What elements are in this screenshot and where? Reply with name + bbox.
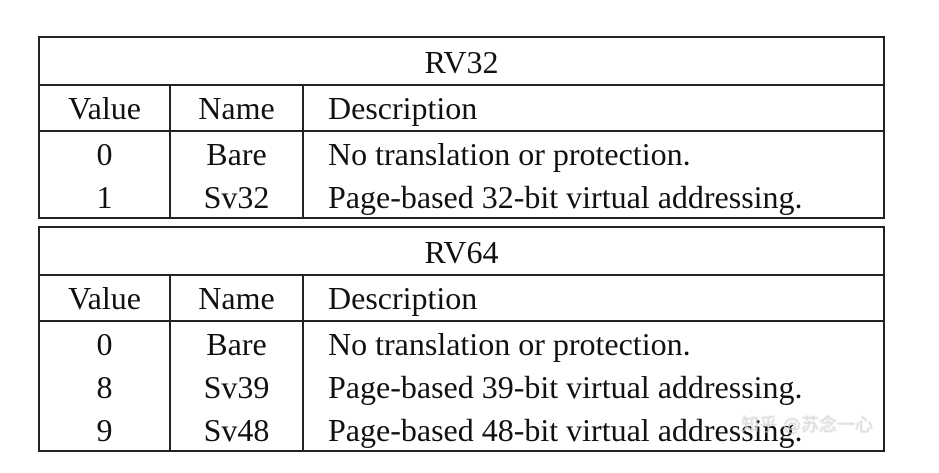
column-header-description: Description [303, 85, 883, 132]
mode-name: Sv39 [170, 365, 304, 408]
mode-description: Page-based 32-bit virtual addressing. [328, 178, 803, 215]
mode-value: 9 [40, 408, 171, 451]
column-header-name: Name [170, 85, 304, 132]
mode-name: Bare [170, 321, 304, 365]
column-header-value: Value [40, 85, 171, 132]
mode-description: No translation or protection. [328, 325, 691, 362]
mode-description: Page-based 39-bit virtual addressing. [328, 368, 803, 405]
mode-description: No translation or protection. [328, 135, 691, 172]
rv64-mode-table: RV64 Value Name Description 0 Bare No tr… [38, 226, 885, 452]
mode-value: 0 [40, 321, 171, 365]
table-title: RV32 [40, 38, 883, 86]
table-row: 0 Bare No translation or protection. [40, 321, 883, 365]
mode-name: Sv48 [170, 408, 304, 451]
rv32-mode-table: RV32 Value Name Description 0 Bare No tr… [38, 36, 885, 219]
column-header-description: Description [303, 275, 883, 322]
mode-value: 8 [40, 365, 171, 408]
table-row: 9 Sv48 Page-based 48-bit virtual address… [40, 408, 883, 451]
mode-name: Sv32 [170, 175, 304, 218]
mode-value: 1 [40, 175, 171, 218]
table-header-row: Value Name Description [40, 275, 883, 322]
table-title-row: RV32 [40, 38, 883, 86]
table-title-row: RV64 [40, 228, 883, 276]
table-row: 8 Sv39 Page-based 39-bit virtual address… [40, 365, 883, 408]
table-row: 1 Sv32 Page-based 32-bit virtual address… [40, 175, 883, 218]
column-header-value: Value [40, 275, 171, 322]
table-header-row: Value Name Description [40, 85, 883, 132]
mode-description: Page-based 48-bit virtual addressing. [328, 411, 803, 448]
table-title: RV64 [40, 228, 883, 276]
mode-name: Bare [170, 131, 304, 175]
table-row: 0 Bare No translation or protection. [40, 131, 883, 175]
column-header-name: Name [170, 275, 304, 322]
mode-value: 0 [40, 131, 171, 175]
